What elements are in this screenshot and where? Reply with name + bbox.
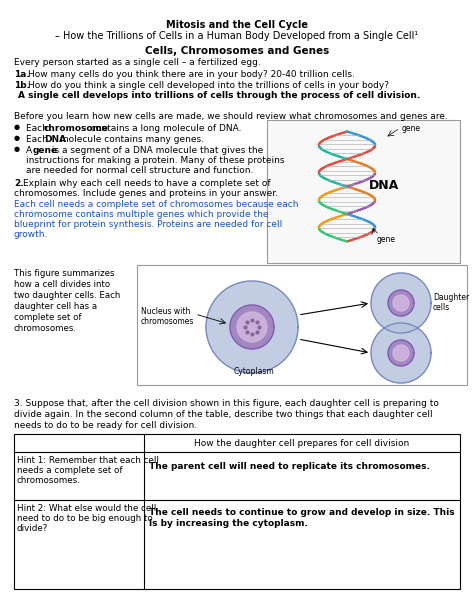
Text: A single cell develops into trillions of cells through the process of cell divis: A single cell develops into trillions of…	[18, 91, 420, 100]
Text: cells: cells	[433, 303, 450, 312]
Text: How do you think a single cell developed into the trillions of cells in your bod: How do you think a single cell developed…	[28, 81, 389, 90]
Text: Each cell needs a complete set of chromosomes because each: Each cell needs a complete set of chromo…	[14, 200, 299, 209]
Text: gene: gene	[33, 146, 58, 155]
Text: The parent cell will need to replicate its chromosomes.: The parent cell will need to replicate i…	[149, 462, 430, 471]
Text: blueprint for protein synthesis. Proteins are needed for cell: blueprint for protein synthesis. Protein…	[14, 220, 282, 229]
Polygon shape	[388, 290, 414, 316]
Text: 2.: 2.	[14, 179, 24, 188]
Text: ●: ●	[14, 124, 20, 130]
Text: complete set of: complete set of	[14, 313, 82, 322]
Text: Hint 2: What else would the cell: Hint 2: What else would the cell	[17, 504, 156, 513]
Text: is a segment of a DNA molecule that gives the: is a segment of a DNA molecule that give…	[49, 146, 263, 155]
Text: Nucleus with: Nucleus with	[141, 307, 191, 316]
Polygon shape	[393, 345, 409, 361]
Text: ●: ●	[14, 135, 20, 141]
Text: Each: Each	[26, 135, 51, 144]
Text: chromosomes: chromosomes	[141, 317, 194, 326]
Text: 1a.: 1a.	[14, 70, 30, 79]
Text: contains a long molecule of DNA.: contains a long molecule of DNA.	[88, 124, 241, 133]
Text: gene: gene	[377, 235, 396, 244]
Text: Daughter: Daughter	[433, 293, 469, 302]
Text: Before you learn how new cells are made, we should review what chromosomes and g: Before you learn how new cells are made,…	[14, 112, 448, 121]
Polygon shape	[371, 323, 431, 383]
Text: This figure summarizes: This figure summarizes	[14, 269, 115, 278]
Text: Cytoplasm: Cytoplasm	[234, 367, 275, 376]
Text: chromosome contains multiple genes which provide the: chromosome contains multiple genes which…	[14, 210, 268, 219]
Text: instructions for making a protein. Many of these proteins: instructions for making a protein. Many …	[26, 156, 284, 165]
Bar	[14, 434, 460, 589]
Text: are needed for normal cell structure and function.: are needed for normal cell structure and…	[26, 166, 254, 175]
Text: Explain why each cell needs to have a complete set of: Explain why each cell needs to have a co…	[23, 179, 271, 188]
Text: gene: gene	[402, 124, 421, 133]
Text: molecule contains many genes.: molecule contains many genes.	[57, 135, 204, 144]
Text: DNA: DNA	[369, 179, 399, 192]
Text: chromosomes.: chromosomes.	[17, 476, 81, 485]
Text: is by increasing the cytoplasm.: is by increasing the cytoplasm.	[149, 519, 308, 528]
Text: divide?: divide?	[17, 524, 48, 533]
Text: – How the Trillions of Cells in a Human Body Developed from a Single Cell¹: – How the Trillions of Cells in a Human …	[55, 31, 419, 41]
Text: chromosome: chromosome	[44, 124, 109, 133]
Text: How the daughter cell prepares for cell division: How the daughter cell prepares for cell …	[194, 438, 410, 447]
Polygon shape	[388, 340, 414, 366]
Bar	[267, 120, 460, 263]
Text: divide again. In the second column of the table, describe two things that each d: divide again. In the second column of th…	[14, 410, 433, 419]
Text: The cell needs to continue to grow and develop in size. This: The cell needs to continue to grow and d…	[149, 508, 455, 517]
Text: Each: Each	[26, 124, 51, 133]
Text: needs to do to be ready for cell division.: needs to do to be ready for cell divisio…	[14, 421, 197, 430]
Text: Every person started as a single cell – a fertilized egg.: Every person started as a single cell – …	[14, 58, 261, 67]
Text: chromosomes. Include genes and proteins in your answer.: chromosomes. Include genes and proteins …	[14, 189, 278, 198]
Text: chromosomes.: chromosomes.	[14, 324, 77, 333]
Text: Mitosis and the Cell Cycle: Mitosis and the Cell Cycle	[166, 20, 308, 30]
Bar	[137, 265, 467, 385]
Text: growth.: growth.	[14, 230, 48, 239]
Text: Hint 1: Remember that each cell: Hint 1: Remember that each cell	[17, 456, 159, 465]
Text: Cells, Chromosomes and Genes: Cells, Chromosomes and Genes	[145, 46, 329, 56]
Polygon shape	[237, 312, 267, 342]
Polygon shape	[206, 281, 298, 373]
Text: two daughter cells. Each: two daughter cells. Each	[14, 291, 120, 300]
Polygon shape	[371, 273, 431, 333]
Text: how a cell divides into: how a cell divides into	[14, 280, 110, 289]
Text: needs a complete set of: needs a complete set of	[17, 466, 122, 475]
Polygon shape	[230, 305, 274, 349]
Polygon shape	[393, 295, 409, 311]
Text: A: A	[26, 146, 35, 155]
Text: daughter cell has a: daughter cell has a	[14, 302, 97, 311]
Text: ●: ●	[14, 146, 20, 152]
Text: 1b.: 1b.	[14, 81, 30, 90]
Text: DNA: DNA	[44, 135, 66, 144]
Text: How many cells do you think there are in your body? 20-40 trillion cells.: How many cells do you think there are in…	[28, 70, 355, 79]
Text: 3. Suppose that, after the cell division shown in this figure, each daughter cel: 3. Suppose that, after the cell division…	[14, 399, 439, 408]
Text: need to do to be big enough to: need to do to be big enough to	[17, 514, 153, 523]
